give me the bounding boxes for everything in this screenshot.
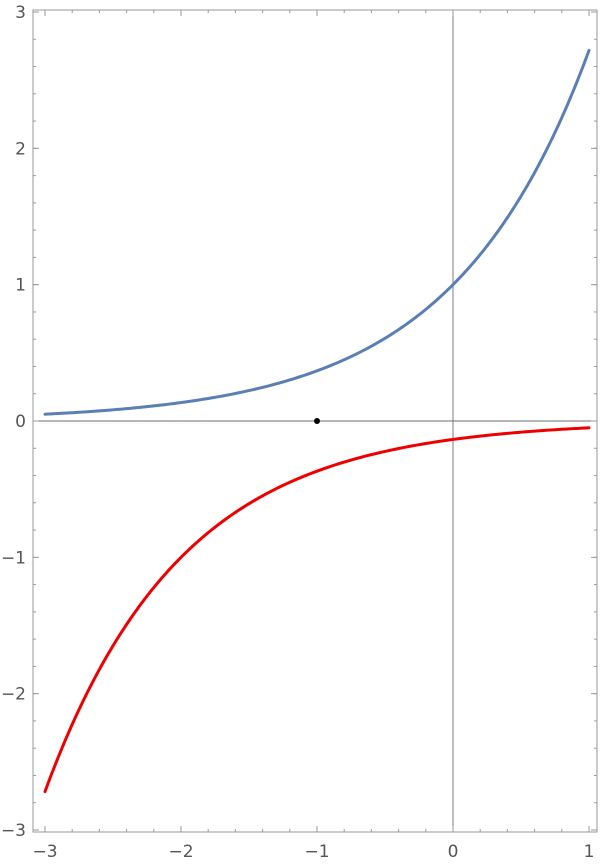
points-layer	[314, 418, 320, 424]
y-tick-label: −3	[1, 821, 26, 841]
series-line-1	[43, 48, 591, 416]
tick-labels: −3 −2 −1 0 1 −3 −2 −1 0 1 2 3	[1, 3, 594, 862]
series-layer	[43, 48, 591, 794]
data-point	[314, 418, 320, 424]
y-tick-label: 0	[15, 412, 26, 432]
ticks	[33, 10, 597, 832]
x-tick-label: −1	[304, 842, 329, 862]
y-tick-label: −2	[1, 685, 26, 705]
y-tick-label: 3	[15, 3, 26, 23]
y-tick-label: 2	[15, 139, 26, 159]
x-tick-label: 0	[448, 842, 459, 862]
x-tick-label: 1	[584, 842, 595, 862]
x-tick-label: −2	[168, 842, 193, 862]
y-tick-label: 1	[15, 276, 26, 296]
x-tick-label: −3	[32, 842, 57, 862]
y-tick-label: −1	[1, 548, 26, 568]
series-line-2	[43, 426, 591, 794]
